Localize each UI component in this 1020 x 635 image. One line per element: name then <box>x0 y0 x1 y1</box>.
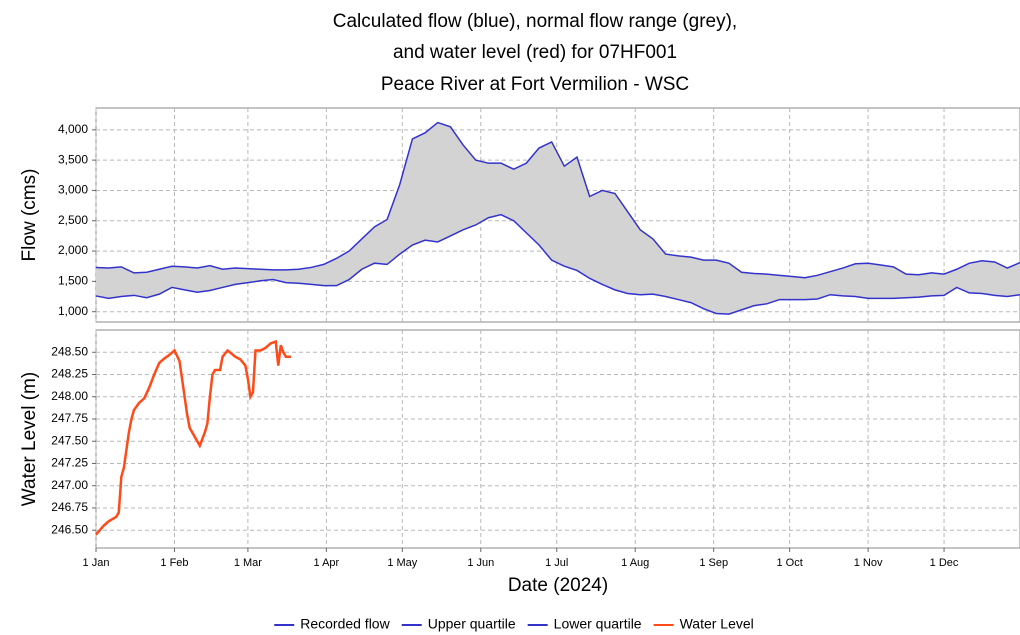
y-tick-label: 1,000 <box>58 304 88 318</box>
y-tick-label: 246.50 <box>51 522 88 536</box>
chart-title: Peace River at Fort Vermilion - WSC <box>381 74 689 95</box>
y-tick-label: 2,000 <box>58 243 88 257</box>
level-plot-area <box>95 329 1020 549</box>
x-tick-label: 1 Sep <box>699 557 728 569</box>
x-tick-label: 1 Aug <box>621 557 649 569</box>
y-tick-label: 247.00 <box>51 478 88 492</box>
x-tick-label: 1 Nov <box>854 557 883 569</box>
y-axis-title: Water Level (m) <box>19 372 40 506</box>
x-tick-label: 1 Jun <box>467 557 494 569</box>
x-tick-label: 1 May <box>387 557 417 569</box>
y-tick-label: 2,500 <box>58 213 88 227</box>
y-tick-label: 247.75 <box>51 411 88 425</box>
legend-label: Water Level <box>680 616 754 632</box>
chart-title: and water level (red) for 07HF001 <box>393 42 677 63</box>
x-axis-title: Date (2024) <box>508 575 608 596</box>
x-tick-label: 1 Oct <box>776 557 802 569</box>
y-tick-label: 4,000 <box>58 122 88 136</box>
legend-label: Lower quartile <box>554 616 642 632</box>
y-tick-label: 248.50 <box>51 344 88 358</box>
x-tick-label: 1 Feb <box>160 557 188 569</box>
y-tick-label: 247.50 <box>51 433 88 447</box>
chart-title: Calculated flow (blue), normal flow rang… <box>333 11 737 32</box>
legend-label: Recorded flow <box>300 616 390 632</box>
y-axis-title: Flow (cms) <box>19 169 40 262</box>
x-tick-label: 1 Apr <box>314 557 340 569</box>
y-tick-label: 247.25 <box>51 456 88 470</box>
y-tick-label: 1,500 <box>58 274 88 288</box>
series-line <box>95 121 1020 279</box>
normal-range-fill <box>96 122 1020 315</box>
x-tick-label: 1 Jan <box>83 557 110 569</box>
y-tick-label: 3,500 <box>58 152 88 166</box>
y-tick-label: 248.00 <box>51 389 88 403</box>
y-tick-label: 3,000 <box>58 183 88 197</box>
series-line <box>95 213 1020 315</box>
series-line <box>95 339 291 536</box>
y-tick-label: 246.75 <box>51 500 88 514</box>
legend-label: Upper quartile <box>428 616 516 632</box>
x-tick-label: 1 Mar <box>234 557 262 569</box>
y-tick-label: 248.25 <box>51 367 88 381</box>
x-tick-label: 1 Dec <box>930 557 959 569</box>
x-tick-label: 1 Jul <box>545 557 568 569</box>
